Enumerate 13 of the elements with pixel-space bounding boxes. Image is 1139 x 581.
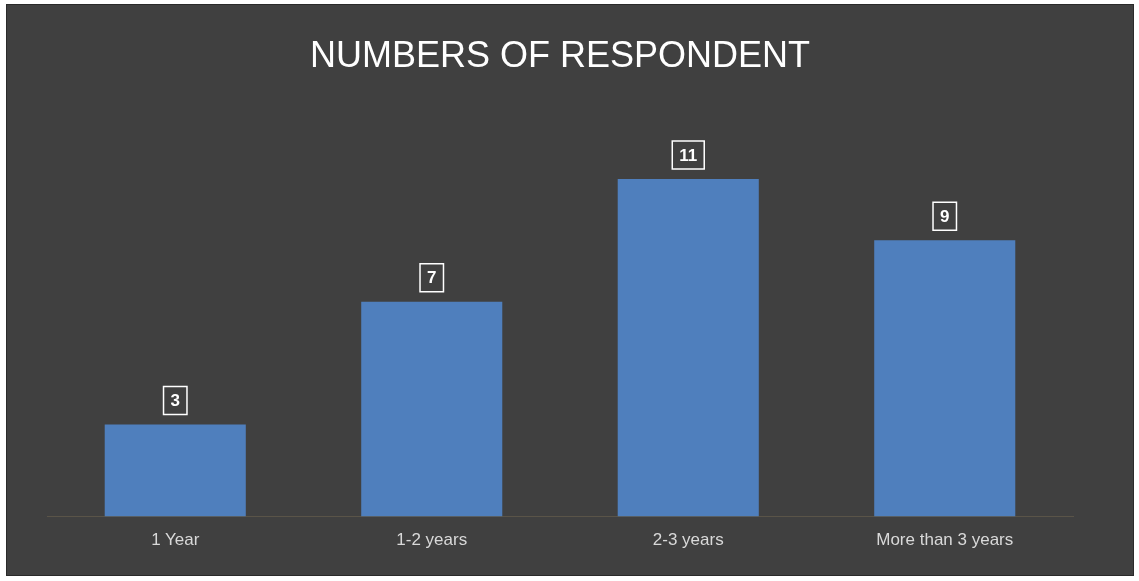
x-tick-label: 2-3 years xyxy=(652,530,724,550)
chart-title: NUMBERS OF RESPONDENT xyxy=(309,33,811,75)
x-tick-label: More than 3 years xyxy=(876,530,1014,550)
bar xyxy=(104,424,246,517)
x-tick-label: 1-2 years xyxy=(396,530,468,550)
x-tick-label: 1 Year xyxy=(151,530,200,550)
data-label: 3 xyxy=(170,391,180,411)
data-label: 9 xyxy=(940,206,950,226)
bar xyxy=(361,301,503,517)
data-label: 7 xyxy=(427,268,437,288)
data-label: 11 xyxy=(679,145,698,165)
bar xyxy=(874,240,1016,517)
bar xyxy=(617,178,759,517)
